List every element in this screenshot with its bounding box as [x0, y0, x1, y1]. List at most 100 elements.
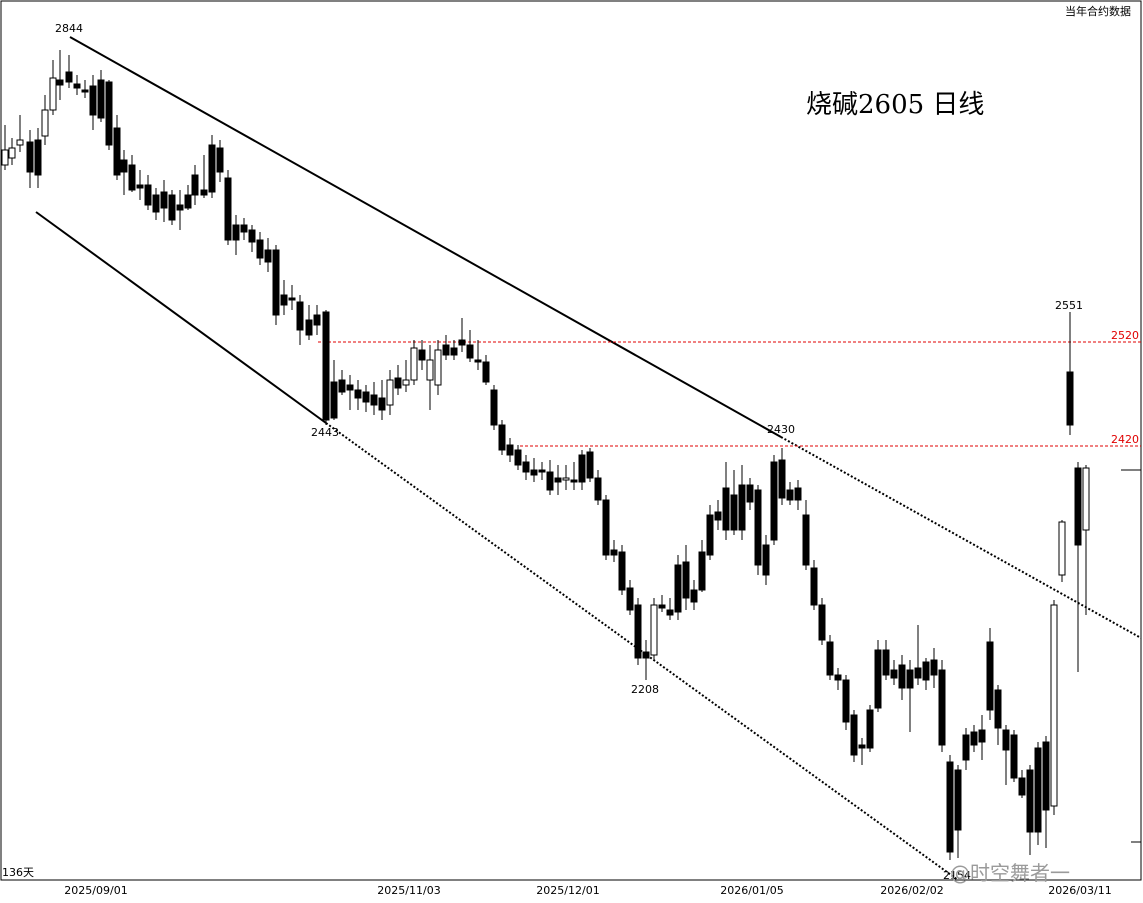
- candle-body: [120, 159, 128, 173]
- candle: [426, 345, 434, 410]
- candle: [97, 70, 105, 122]
- candle: [200, 155, 208, 198]
- candle: [658, 595, 666, 612]
- lower-trend-line: [35, 211, 327, 424]
- candle-body: [738, 484, 746, 531]
- candle: [450, 340, 458, 360]
- candle-body: [1042, 741, 1050, 811]
- candle-body: [730, 494, 738, 531]
- candle: [706, 505, 714, 560]
- candle: [906, 660, 914, 732]
- candle: [554, 465, 562, 495]
- candle-body: [626, 587, 634, 611]
- candle-body: [1066, 371, 1074, 426]
- candle: [594, 470, 602, 505]
- candle: [530, 458, 538, 482]
- candle: [49, 60, 57, 115]
- candle-body: [762, 544, 770, 576]
- candle-body: [426, 359, 434, 381]
- candle: [826, 635, 834, 680]
- watermark: @时空舞者一: [950, 861, 1070, 885]
- candle-body: [914, 667, 922, 679]
- candle-body: [882, 649, 890, 676]
- annotation-2430: 2430: [767, 423, 795, 436]
- candle: [248, 225, 256, 252]
- candle-body: [610, 549, 618, 556]
- candle-body: [458, 339, 466, 346]
- candle: [690, 580, 698, 610]
- candle-body: [906, 669, 914, 689]
- candle-body: [890, 669, 898, 679]
- candle: [466, 330, 474, 362]
- candle: [682, 545, 690, 610]
- candle-body: [1018, 777, 1026, 796]
- candle: [402, 360, 410, 392]
- annotation-2443: 2443: [311, 426, 339, 439]
- candle-body: [698, 551, 706, 591]
- candle: [256, 232, 264, 265]
- candle-body: [522, 461, 530, 473]
- candle-body: [714, 511, 722, 521]
- candle: [65, 55, 73, 88]
- candle-body: [41, 109, 49, 137]
- candle: [994, 685, 1002, 745]
- candle-body: [34, 139, 42, 176]
- candle-body: [378, 397, 386, 411]
- candle: [8, 138, 16, 165]
- plot-frame: [0, 0, 1142, 881]
- candle-body: [232, 224, 240, 241]
- candle-body: [962, 734, 970, 761]
- x-tick-label: 2026/01/05: [720, 884, 783, 897]
- candle-body: [264, 249, 272, 263]
- candle-body: [208, 144, 216, 193]
- candle: [498, 420, 506, 455]
- candle-body: [200, 189, 208, 196]
- level-label-2420: 2420: [1111, 433, 1139, 446]
- candle: [272, 245, 280, 325]
- x-tick-label: 2026/03/11: [1048, 884, 1111, 897]
- candle-body: [826, 641, 834, 676]
- candle: [490, 385, 498, 430]
- candle-body: [930, 659, 938, 676]
- candle: [264, 238, 272, 272]
- candle-body: [338, 379, 346, 393]
- candle: [722, 462, 730, 540]
- candle: [296, 295, 304, 345]
- candle-body: [450, 347, 458, 356]
- candle-body: [296, 301, 304, 331]
- candle-body: [81, 89, 89, 93]
- level-label-2520: 2520: [1111, 329, 1139, 342]
- candle-body: [898, 664, 906, 689]
- candle: [73, 75, 81, 95]
- candle-body: [498, 424, 506, 451]
- candle-body: [97, 79, 105, 119]
- candle-body: [280, 294, 288, 306]
- candle: [930, 648, 938, 688]
- candle: [176, 190, 184, 230]
- candle-body: [770, 461, 778, 541]
- candle-body: [160, 191, 168, 209]
- candle-body: [362, 391, 370, 403]
- candle-body: [602, 499, 610, 556]
- candle-body: [313, 314, 321, 326]
- candle-body: [514, 449, 522, 466]
- candle-body: [994, 689, 1002, 729]
- candle-body: [746, 484, 754, 503]
- candle: [442, 335, 450, 360]
- x-tick-label: 2026/02/02: [880, 884, 943, 897]
- candle-body: [1082, 467, 1090, 531]
- upper-trend-line: [69, 36, 782, 438]
- candle-body: [288, 297, 296, 301]
- candle: [34, 128, 42, 188]
- candle-body: [490, 389, 498, 426]
- candle-body: [594, 477, 602, 501]
- candle-body: [191, 174, 199, 196]
- candle: [858, 738, 866, 765]
- candle-body: [49, 77, 57, 111]
- candle: [232, 215, 240, 255]
- candle-body: [538, 469, 546, 473]
- candle: [834, 668, 842, 690]
- candle-body: [946, 761, 954, 853]
- candle: [754, 485, 762, 575]
